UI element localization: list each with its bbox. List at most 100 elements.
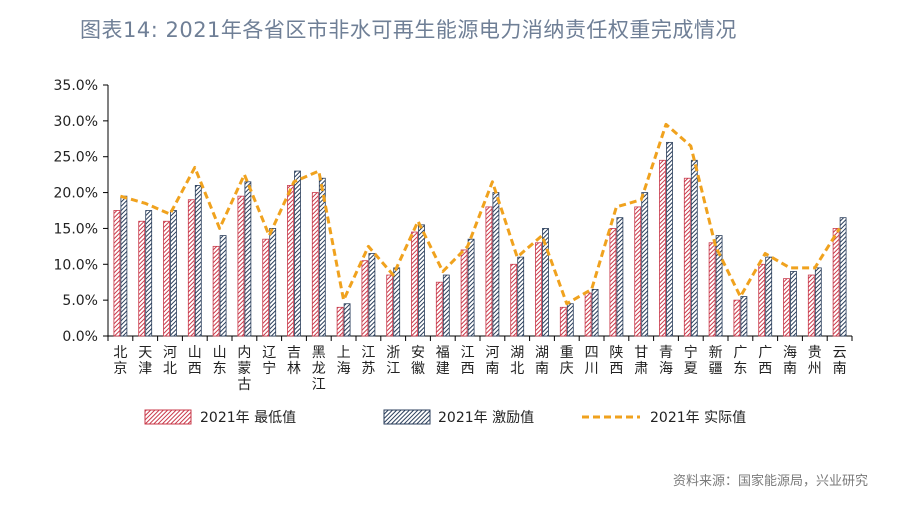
x-tick-label: 浙江 bbox=[386, 345, 400, 377]
bar-min-海南 bbox=[783, 278, 790, 337]
x-tick-label: 海南 bbox=[783, 345, 797, 377]
bar-incentive-甘肃 bbox=[641, 192, 649, 337]
legend-label-incentive: 2021年 激励值 bbox=[438, 409, 534, 426]
bar-min-河南 bbox=[485, 206, 493, 337]
bar-min-山东 bbox=[212, 245, 220, 337]
bar-incentive-新疆 bbox=[715, 235, 723, 337]
bar-min-宁夏 bbox=[683, 177, 691, 337]
y-tick-label: 30.0% bbox=[54, 114, 98, 130]
y-tick-label: 5.0% bbox=[62, 293, 98, 309]
x-tick-label: 江苏 bbox=[361, 345, 375, 377]
bar-min-福建 bbox=[435, 281, 443, 337]
bar-min-湖北 bbox=[510, 263, 518, 337]
x-tick-label: 黑龙江 bbox=[312, 345, 326, 393]
bar-min-河北 bbox=[163, 220, 170, 337]
bar-incentive-辽宁 bbox=[269, 228, 277, 337]
bar-incentive-山西 bbox=[194, 184, 202, 337]
x-tick-label: 重庆 bbox=[560, 345, 574, 377]
bar-min-内蒙古 bbox=[237, 195, 245, 337]
bar-incentive-重庆 bbox=[566, 303, 574, 337]
bar-incentive-内蒙古 bbox=[244, 181, 252, 337]
x-tick-label: 上海 bbox=[337, 345, 351, 377]
y-tick-label: 20.0% bbox=[54, 186, 98, 202]
x-tick-label: 宁夏 bbox=[684, 344, 698, 377]
legend-label-min: 2021年 最低值 bbox=[200, 410, 296, 426]
actual-line bbox=[119, 122, 841, 306]
bar-incentive-四川 bbox=[591, 288, 599, 337]
bar-min-江苏 bbox=[361, 260, 369, 337]
y-tick-label: 25.0% bbox=[54, 150, 98, 166]
x-tick-label: 辽宁 bbox=[262, 345, 276, 377]
bar-min-广西 bbox=[758, 263, 766, 337]
x-tick-label: 贵州 bbox=[808, 345, 822, 377]
x-tick-label: 青海 bbox=[659, 345, 673, 377]
x-tick-label: 北京 bbox=[113, 345, 127, 377]
y-tick-label: 35.0% bbox=[54, 78, 98, 94]
x-tick-label: 广西 bbox=[758, 345, 772, 377]
y-tick-label: 0.0% bbox=[62, 329, 98, 345]
bar-min-新疆 bbox=[708, 242, 716, 337]
axes: 0.0% 5.0% 10.0% 15.0% 20.0% 25.0% 30.0% 35.0% bbox=[54, 78, 853, 345]
bar-min-山西 bbox=[187, 199, 195, 337]
bar-incentive-贵州 bbox=[814, 267, 822, 337]
x-tick-label: 内蒙古 bbox=[237, 345, 251, 393]
bar-incentive-江西 bbox=[467, 238, 475, 337]
bar-min-吉林 bbox=[287, 184, 294, 337]
bar-min-云南 bbox=[832, 228, 840, 337]
x-tick-label: 江西 bbox=[461, 345, 475, 377]
bar-incentive-海南 bbox=[790, 271, 797, 337]
bar-incentive-湖北 bbox=[517, 256, 525, 337]
legend-swatch-min bbox=[144, 409, 192, 425]
x-tick-label: 福建 bbox=[436, 345, 450, 377]
x-tick-labels: 北京天津河北山西山东内蒙古辽宁吉林黑龙江上海江苏浙江安徽福建江西河南湖北湖南重庆… bbox=[113, 344, 846, 393]
bar-incentive-浙江 bbox=[393, 267, 401, 337]
bar-incentive-江苏 bbox=[368, 253, 376, 337]
source-note: 资料来源：国家能源局，兴业研究 bbox=[672, 474, 868, 489]
x-tick-label: 湖北 bbox=[510, 345, 524, 377]
x-tick-label: 天津 bbox=[138, 345, 152, 377]
bar-incentive-河南 bbox=[492, 192, 500, 337]
bar-incentive-云南 bbox=[839, 217, 847, 337]
chart-title: 图表14: 2021年各省区市非水可再生能源电力消纳责任权重完成情况 bbox=[80, 18, 737, 42]
bar-incentive-北京 bbox=[120, 195, 128, 337]
x-tick-label: 广东 bbox=[733, 345, 747, 377]
bar-incentive-上海 bbox=[343, 303, 351, 337]
x-tick-label: 云南 bbox=[833, 345, 847, 377]
x-tick-label: 安徽 bbox=[411, 345, 425, 377]
bar-incentive-河北 bbox=[170, 210, 177, 337]
x-tick-label: 河南 bbox=[485, 345, 499, 377]
bar-min-重庆 bbox=[559, 306, 567, 337]
bar-min-天津 bbox=[138, 220, 146, 337]
bar-incentive-福建 bbox=[442, 274, 450, 337]
legend-swatch-incentive bbox=[383, 409, 431, 425]
legend-label-actual: 2021年 实际值 bbox=[650, 410, 746, 426]
x-tick-label: 四川 bbox=[585, 345, 599, 377]
y-tick-label: 15.0% bbox=[54, 221, 98, 237]
bar-min-广东 bbox=[733, 299, 741, 337]
x-tick-label: 山西 bbox=[188, 345, 202, 377]
x-tick-label: 新疆 bbox=[709, 345, 723, 377]
bar-incentive-山东 bbox=[219, 235, 227, 337]
bar-incentive-陕西 bbox=[616, 217, 624, 337]
bar-min-北京 bbox=[113, 210, 121, 337]
bar-incentive-广西 bbox=[765, 256, 773, 337]
x-tick-label: 陕西 bbox=[609, 345, 623, 377]
bar-incentive-安徽 bbox=[418, 224, 425, 337]
bar-min-上海 bbox=[336, 306, 344, 337]
bar-incentive-吉林 bbox=[294, 170, 301, 337]
bar-incentive-青海 bbox=[666, 141, 673, 337]
bars bbox=[113, 141, 847, 337]
bar-incentive-黑龙江 bbox=[318, 177, 326, 337]
bar-min-贵州 bbox=[807, 274, 815, 337]
bar-min-安徽 bbox=[411, 231, 418, 337]
bar-min-浙江 bbox=[386, 274, 394, 337]
bar-incentive-广东 bbox=[740, 296, 748, 337]
x-tick-label: 吉林 bbox=[287, 345, 301, 377]
bar-incentive-宁夏 bbox=[690, 159, 698, 337]
bar-incentive-天津 bbox=[145, 210, 153, 337]
x-tick-label: 甘肃 bbox=[634, 345, 648, 377]
y-tick-label: 10.0% bbox=[54, 257, 98, 273]
bar-min-青海 bbox=[659, 159, 666, 337]
bar-min-辽宁 bbox=[262, 238, 270, 337]
